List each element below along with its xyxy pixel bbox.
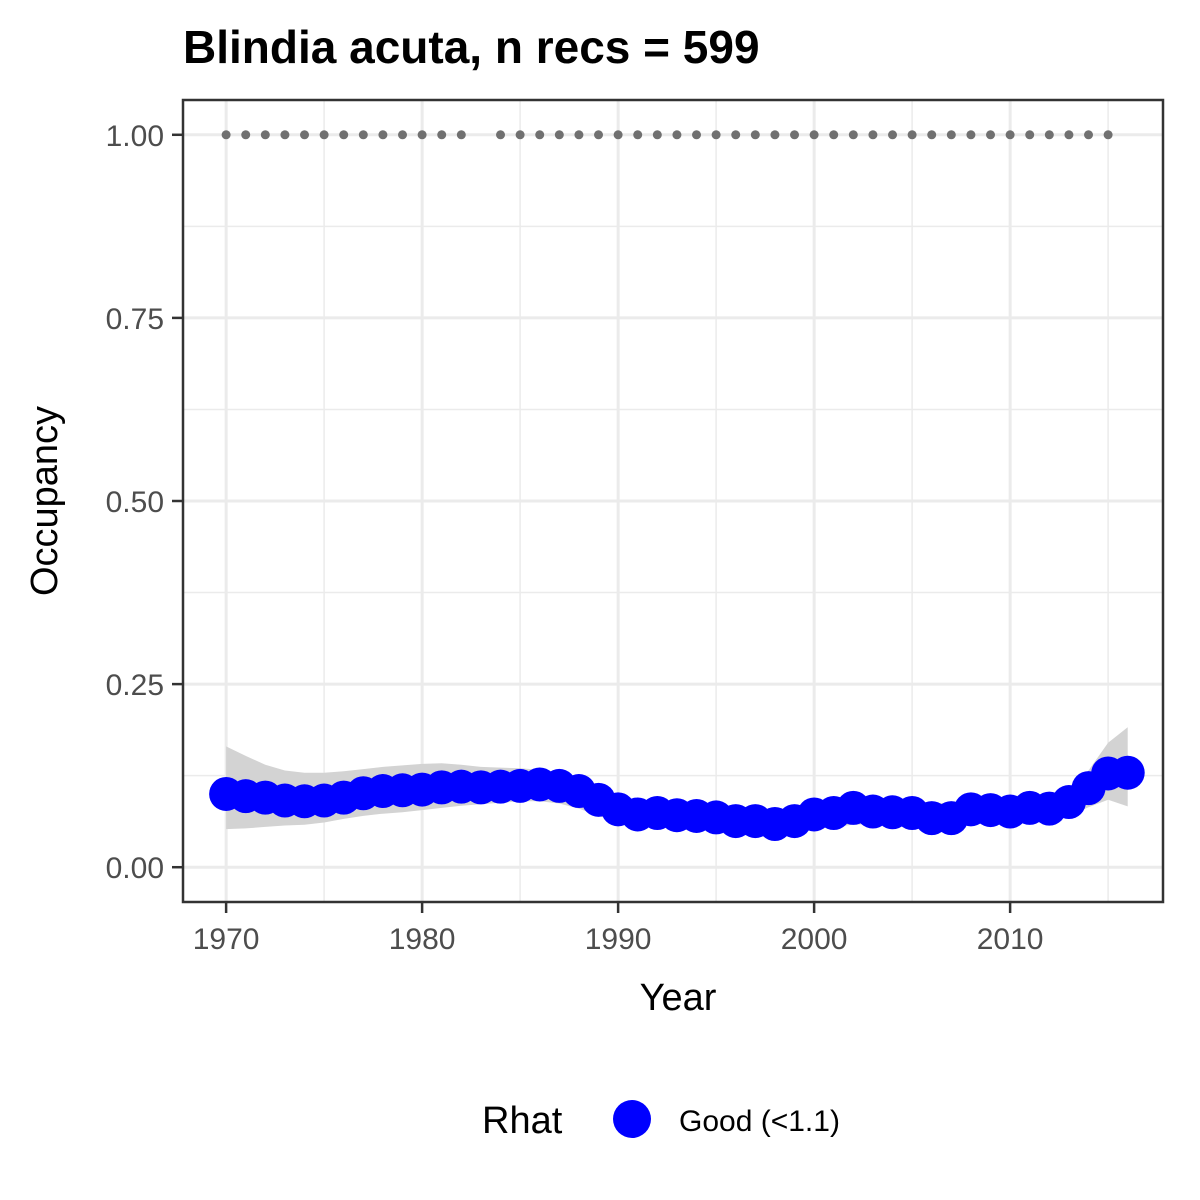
record-year-dot [241,130,251,140]
x-tick-label: 2000 [781,923,848,956]
record-year-dot [986,130,996,140]
x-tick-label: 1990 [585,923,652,956]
record-year-dot [496,130,506,140]
legend-key-good [613,1100,651,1138]
record-year-dot [417,130,427,140]
record-year-dot [1084,130,1094,140]
record-year-dot [731,130,741,140]
x-axis-title: Year [640,977,717,1019]
record-year-dot [907,130,917,140]
record-year-dot [613,130,623,140]
record-year-dot [1064,130,1074,140]
x-axis: 1970 1980 1990 2000 2010 [193,902,1044,956]
record-year-dot [1025,130,1035,140]
record-year-dot [946,130,956,140]
record-year-dot [515,130,525,140]
legend: Rhat Good (<1.1) [482,1100,840,1142]
record-year-dot [378,130,388,140]
occupancy-points [209,755,1145,841]
record-year-dot [966,130,976,140]
y-tick-label: 0.00 [106,852,164,885]
record-year-dot [437,130,447,140]
y-axis-title: Occupancy [24,406,66,596]
record-year-dot [358,130,368,140]
record-year-dot [809,130,819,140]
record-year-dot [554,130,564,140]
record-year-dot [535,130,545,140]
record-years [221,130,1113,140]
x-tick-label: 2010 [977,923,1044,956]
record-year-dot [652,130,662,140]
record-year-dot [672,130,682,140]
record-year-dot [221,130,231,140]
record-year-dot [1005,130,1015,140]
occupancy-point [1110,755,1145,790]
record-year-dot [790,130,800,140]
y-tick-label: 0.25 [106,669,164,702]
legend-label-good: Good (<1.1) [679,1105,840,1138]
record-year-dot [888,130,898,140]
x-tick-label: 1980 [389,923,456,956]
record-year-dot [280,130,290,140]
y-tick-label: 0.75 [106,303,164,336]
record-year-dot [711,130,721,140]
record-year-dot [300,130,310,140]
chart-title: Blindia acuta, n recs = 599 [183,21,760,73]
record-year-dot [594,130,604,140]
record-year-dot [848,130,858,140]
y-tick-label: 1.00 [106,120,164,153]
record-year-dot [260,130,270,140]
record-year-dot [319,130,329,140]
record-year-dot [692,130,702,140]
record-year-dot [927,130,937,140]
record-year-dot [1103,130,1113,140]
y-axis: 0.00 0.25 0.50 0.75 1.00 [106,120,183,885]
record-year-dot [1044,130,1054,140]
record-year-dot [829,130,839,140]
legend-title: Rhat [482,1100,563,1142]
record-year-dot [456,130,466,140]
record-year-dot [398,130,408,140]
record-year-dot [770,130,780,140]
record-year-dot [750,130,760,140]
record-year-dot [574,130,584,140]
record-year-dot [868,130,878,140]
y-tick-label: 0.50 [106,486,164,519]
record-year-dot [339,130,349,140]
record-year-dot [633,130,643,140]
x-tick-label: 1970 [193,923,260,956]
